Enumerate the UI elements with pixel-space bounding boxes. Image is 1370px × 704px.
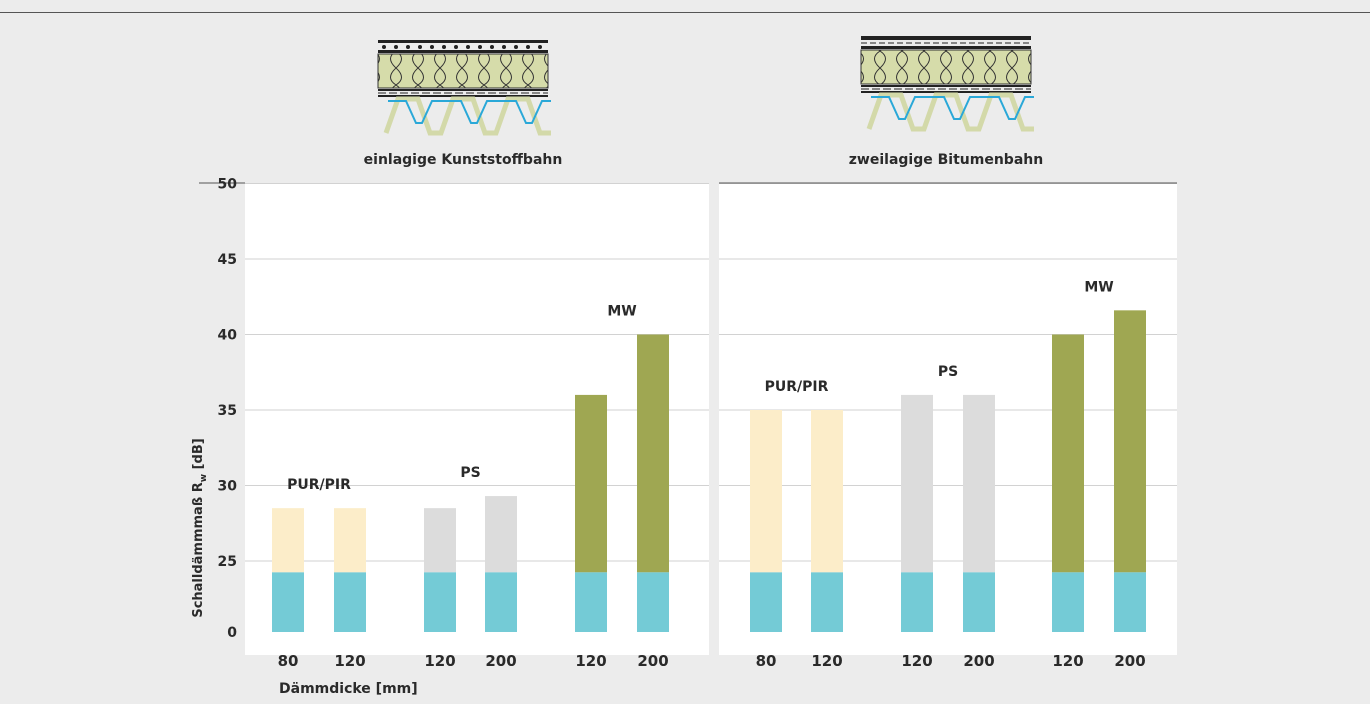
bar-ps-200: [485, 496, 517, 573]
bar-base-segment: [1114, 572, 1146, 632]
bar-base-segment: [963, 572, 995, 632]
bar-base-segment: [424, 572, 456, 632]
group-label-mw: MW: [1084, 279, 1113, 295]
roof-cross-section-illustration: [377, 40, 551, 136]
bar-pur-pir-120: [811, 410, 843, 573]
bar-mw-200: [1114, 310, 1146, 573]
x-tick-label: 200: [485, 652, 516, 670]
bar-base-segment: [1052, 572, 1084, 632]
bar-mw-120: [1052, 334, 1084, 573]
bar-base-segment: [901, 572, 933, 632]
bar-pur-pir-120: [334, 508, 366, 573]
bar-base-segment: [272, 572, 304, 632]
x-tick-label: 200: [637, 652, 668, 670]
y-tick-label: 45: [218, 252, 237, 268]
bar-mw-200: [637, 334, 669, 573]
panel-zweilagige: [719, 183, 1177, 655]
y-tick-label: 35: [218, 403, 237, 419]
x-tick-label: 120: [334, 652, 365, 670]
panel-background: [245, 183, 709, 655]
bar-pur-pir-80: [750, 410, 782, 573]
x-tick-label: 120: [1052, 652, 1083, 670]
bar-mw-120: [575, 394, 607, 573]
y-tick-label: 50: [218, 177, 238, 193]
bar-ps-120: [901, 394, 933, 573]
x-tick-label: 120: [901, 652, 932, 670]
y-tick-label: 25: [218, 554, 237, 570]
group-label-ps: PS: [938, 364, 958, 380]
x-tick-label: 120: [424, 652, 455, 670]
group-label-pur-pir: PUR/PIR: [287, 477, 351, 493]
bar-pur-pir-80: [272, 508, 304, 573]
group-label-pur-pir: PUR/PIR: [765, 379, 829, 395]
x-tick-label: 200: [963, 652, 994, 670]
roof-cross-section-illustration: [860, 36, 1034, 132]
bar-base-segment: [485, 572, 517, 632]
x-axis-label: Dämmdicke [mm]: [279, 681, 418, 697]
panel-title-left: einlagige Kunststoffbahn: [364, 152, 563, 168]
group-label-ps: PS: [460, 465, 480, 481]
bar-base-segment: [750, 572, 782, 632]
x-tick-label: 80: [278, 652, 299, 670]
bar-base-segment: [334, 572, 366, 632]
panel-title-right: zweilagige Bitumenbahn: [849, 152, 1043, 168]
x-tick-label: 120: [811, 652, 842, 670]
bar-base-segment: [575, 572, 607, 632]
panel-einlagige: [245, 183, 709, 655]
group-label-mw: MW: [607, 304, 636, 320]
y-tick-label: 30: [218, 479, 238, 495]
top-rule: [0, 12, 1370, 13]
x-tick-label: 120: [575, 652, 606, 670]
y-tick-label: 0: [227, 625, 237, 641]
bar-base-segment: [811, 572, 843, 632]
x-tick-label: 80: [756, 652, 777, 670]
y-axis-label: Schalldämmmaß Rw [dB]: [191, 438, 209, 617]
bar-base-segment: [637, 572, 669, 632]
x-tick-label: 200: [1114, 652, 1145, 670]
panel-background: [719, 183, 1177, 655]
y-tick-label: 40: [218, 328, 238, 344]
bar-ps-120: [424, 508, 456, 573]
bar-ps-200: [963, 394, 995, 573]
